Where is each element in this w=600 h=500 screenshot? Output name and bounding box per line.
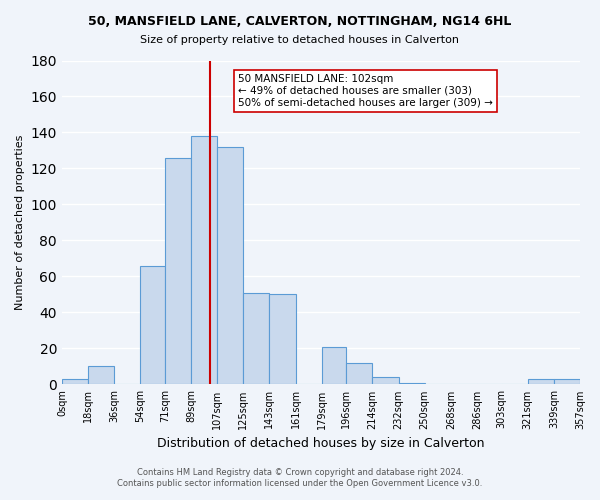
- Text: 50, MANSFIELD LANE, CALVERTON, NOTTINGHAM, NG14 6HL: 50, MANSFIELD LANE, CALVERTON, NOTTINGHA…: [88, 15, 512, 28]
- Bar: [398, 382, 425, 384]
- Bar: [554, 379, 580, 384]
- Bar: [269, 294, 296, 384]
- Bar: [140, 266, 165, 384]
- Bar: [373, 377, 398, 384]
- Bar: [191, 136, 217, 384]
- X-axis label: Distribution of detached houses by size in Calverton: Distribution of detached houses by size …: [157, 437, 485, 450]
- Bar: [322, 346, 346, 385]
- Bar: [217, 147, 244, 384]
- Bar: [165, 158, 191, 384]
- Text: Size of property relative to detached houses in Calverton: Size of property relative to detached ho…: [140, 35, 460, 45]
- Y-axis label: Number of detached properties: Number of detached properties: [15, 135, 25, 310]
- Bar: [62, 379, 88, 384]
- Bar: [88, 366, 114, 384]
- Bar: [528, 379, 554, 384]
- Text: Contains HM Land Registry data © Crown copyright and database right 2024.
Contai: Contains HM Land Registry data © Crown c…: [118, 468, 482, 487]
- Bar: [346, 363, 373, 384]
- Text: 50 MANSFIELD LANE: 102sqm
← 49% of detached houses are smaller (303)
50% of semi: 50 MANSFIELD LANE: 102sqm ← 49% of detac…: [238, 74, 493, 108]
- Bar: [244, 292, 269, 384]
